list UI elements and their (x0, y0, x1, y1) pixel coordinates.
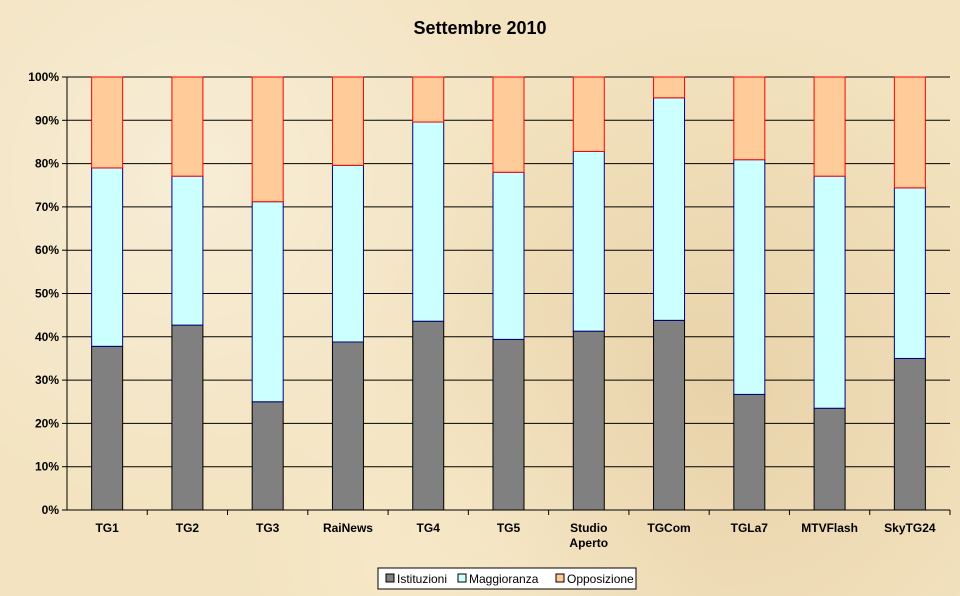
x-tick-label: RaiNews (323, 521, 373, 535)
y-tick-label: 80% (35, 157, 59, 171)
bar-segment-opposizione (91, 76, 124, 169)
y-tick-label: 10% (35, 460, 59, 474)
y-tick-label: 40% (35, 330, 59, 344)
x-tick-label: Studio Aperto (569, 521, 608, 550)
bar-segment-opposizione (653, 76, 686, 99)
bar-segment-maggioranza (733, 159, 766, 395)
bar-segment-istituzioni (572, 330, 605, 511)
bar-segment-maggioranza (653, 97, 686, 321)
x-tick-label: TG2 (176, 521, 200, 535)
x-tick-label: TGCom (647, 521, 690, 535)
legend-swatch-opposizione (555, 573, 565, 583)
x-tick-label: TG3 (256, 521, 280, 535)
x-tick-label: TG1 (95, 521, 119, 535)
bar-segment-maggioranza (893, 187, 926, 359)
bar-segment-istituzioni (251, 401, 284, 511)
legend-label-maggioranza: Maggioranza (469, 572, 539, 586)
bar-segment-istituzioni (893, 357, 926, 511)
bar-segment-istituzioni (91, 345, 124, 511)
bar-segment-istituzioni (492, 338, 525, 511)
y-tick-label: 50% (35, 287, 59, 301)
bar-segment-opposizione (733, 76, 766, 161)
bar-segment-istituzioni (171, 324, 204, 511)
legend: Istituzioni Maggioranza Opposizione (377, 567, 637, 590)
legend-label-opposizione: Opposizione (567, 572, 634, 586)
legend-swatch-istituzioni (385, 573, 395, 583)
bar-segment-maggioranza (251, 201, 284, 403)
y-tick-label: 0% (42, 503, 60, 517)
x-tick-label: MTVFlash (801, 521, 858, 535)
bar-segment-istituzioni (813, 407, 846, 511)
bar-segment-istituzioni (733, 393, 766, 511)
bar-segment-opposizione (251, 76, 284, 203)
bar-segment-maggioranza (412, 121, 445, 322)
y-tick-label: 30% (35, 373, 59, 387)
bar-segment-istituzioni (653, 319, 686, 511)
y-tick-label: 70% (35, 200, 59, 214)
bar-segment-opposizione (171, 76, 204, 177)
y-tick-label: 20% (35, 416, 59, 430)
bars (91, 76, 926, 511)
x-axis-tick-labels: TG1 TG2 TG3 RaiNews TG4 TG5 Studio Aperto TGCom T… (95, 521, 935, 550)
bar-segment-maggioranza (171, 175, 204, 326)
x-tick-label: TG4 (417, 521, 441, 535)
axes (62, 76, 951, 515)
x-tick-label: TG5 (497, 521, 521, 535)
x-tick-label: SkyTG24 (884, 521, 936, 535)
y-axis-tick-labels: 0% 10% 20% 30% 40% 50% 60% 70% 80% 90% 100% (28, 70, 59, 517)
y-tick-label: 60% (35, 243, 59, 257)
bar-segment-opposizione (492, 76, 525, 173)
bar-segment-maggioranza (572, 150, 605, 332)
bar-segment-maggioranza (331, 164, 364, 343)
bar-segment-istituzioni (412, 320, 445, 511)
bar-segment-istituzioni (331, 341, 364, 511)
bar-segment-opposizione (331, 76, 364, 166)
bar-segment-opposizione (412, 76, 445, 123)
legend-swatch-maggioranza (457, 573, 467, 583)
bar-segment-maggioranza (91, 167, 124, 347)
legend-label-istituzioni: Istituzioni (397, 572, 447, 586)
chart-title: Settembre 2010 (413, 18, 546, 38)
bar-segment-maggioranza (492, 171, 525, 340)
bar-segment-opposizione (893, 76, 926, 189)
bar-segment-maggioranza (813, 175, 846, 409)
x-tick-label: TGLa7 (731, 521, 769, 535)
y-tick-label: 100% (28, 70, 59, 84)
legend-box (377, 567, 637, 590)
y-tick-label: 90% (35, 113, 59, 127)
bar-segment-opposizione (813, 76, 846, 177)
bar-segment-opposizione (572, 76, 605, 152)
